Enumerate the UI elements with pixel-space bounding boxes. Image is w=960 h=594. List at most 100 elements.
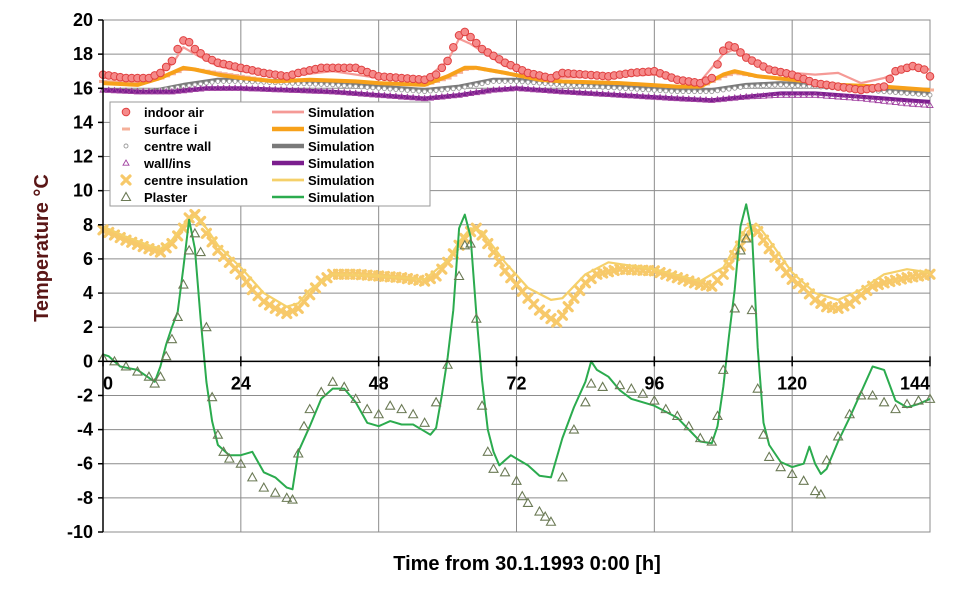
data-point	[617, 85, 623, 91]
y-tick-label: 10	[73, 181, 93, 201]
data-point	[476, 400, 488, 410]
data-point	[924, 393, 936, 403]
legend-label: Simulation	[308, 173, 375, 188]
data-point	[753, 92, 762, 99]
data-point	[317, 87, 326, 94]
data-point	[571, 83, 577, 88]
data-point	[328, 87, 337, 95]
data-point	[874, 96, 883, 104]
data-point	[904, 90, 910, 96]
x-tick-label: 120	[777, 373, 807, 393]
data-point	[605, 85, 611, 91]
legend-entry-indoor-air: indoor air	[121, 105, 204, 120]
data-point	[150, 87, 159, 95]
data-point	[232, 78, 238, 84]
data-point	[288, 86, 297, 93]
data-point	[511, 475, 522, 485]
data-point	[120, 360, 132, 371]
data-point	[755, 83, 761, 89]
data-point	[634, 86, 640, 92]
data-point	[190, 44, 200, 54]
data-point	[318, 81, 324, 87]
data-point	[783, 82, 789, 88]
data-point	[431, 70, 441, 79]
data-point	[443, 56, 452, 66]
y-tick-label: 14	[73, 112, 93, 132]
data-point	[597, 381, 609, 391]
data-point	[223, 452, 235, 463]
data-point	[893, 90, 898, 95]
data-point	[851, 94, 860, 101]
data-point	[324, 82, 330, 88]
data-point	[407, 408, 419, 419]
data-point	[173, 87, 182, 94]
data-point	[161, 62, 171, 72]
data-point	[420, 94, 429, 102]
data-point	[351, 89, 360, 97]
data-point	[735, 244, 746, 255]
x-tick-label: 0	[103, 373, 113, 393]
data-point	[466, 89, 475, 97]
data-point	[683, 420, 695, 431]
data-point	[156, 87, 165, 95]
data-point	[593, 89, 601, 97]
data-point	[218, 446, 230, 456]
data-point	[660, 403, 672, 414]
data-point	[311, 87, 320, 94]
data-point	[794, 91, 802, 98]
data-point	[473, 82, 479, 88]
y-tick-label: 12	[73, 147, 93, 167]
legend-entry-surface-i: surface i	[122, 122, 197, 137]
series-layer	[97, 27, 936, 526]
data-point	[212, 429, 224, 439]
data-point	[697, 89, 703, 95]
y-tick-label: 8	[83, 215, 93, 235]
data-point	[662, 93, 670, 101]
data-point	[214, 84, 222, 91]
data-point	[844, 408, 856, 419]
data-point	[919, 65, 929, 74]
data-point	[453, 270, 465, 281]
data-point	[577, 83, 583, 89]
data-point	[556, 309, 569, 321]
data-point	[822, 92, 831, 99]
data-point	[160, 350, 172, 361]
data-point	[759, 92, 768, 99]
data-point	[271, 85, 280, 93]
data-point	[410, 88, 416, 94]
data-point	[910, 91, 916, 97]
data-point	[920, 101, 929, 108]
series-plaster	[97, 227, 936, 526]
data-point	[559, 82, 565, 88]
data-point	[775, 461, 787, 472]
data-point	[177, 222, 190, 234]
data-point	[712, 410, 723, 420]
series-surface-i-sim	[102, 65, 931, 92]
series-line	[102, 86, 931, 104]
data-point	[206, 391, 218, 402]
legend-label: Simulation	[308, 156, 375, 171]
legend-entry-centre-wall: centre wall	[123, 139, 211, 154]
data-point	[277, 85, 285, 93]
data-point	[855, 389, 867, 400]
data-point	[766, 82, 772, 88]
data-point	[512, 84, 521, 91]
data-point	[305, 86, 314, 94]
data-point	[237, 84, 245, 91]
data-point	[901, 398, 913, 409]
data-point	[740, 232, 752, 243]
data-point	[225, 84, 234, 91]
x-tick-label: 144	[900, 373, 930, 393]
data-point	[363, 90, 371, 97]
data-point	[535, 86, 544, 93]
legend-label: centre wall	[144, 139, 211, 154]
data-point	[482, 446, 494, 456]
data-point	[880, 97, 888, 104]
data-point	[772, 82, 778, 88]
data-point	[376, 85, 382, 91]
data-point	[720, 87, 726, 93]
data-point	[338, 381, 350, 391]
legend: indoor air Simulation surface i Simulation c…	[109, 101, 431, 207]
data-point	[742, 92, 751, 100]
data-point	[868, 95, 877, 103]
